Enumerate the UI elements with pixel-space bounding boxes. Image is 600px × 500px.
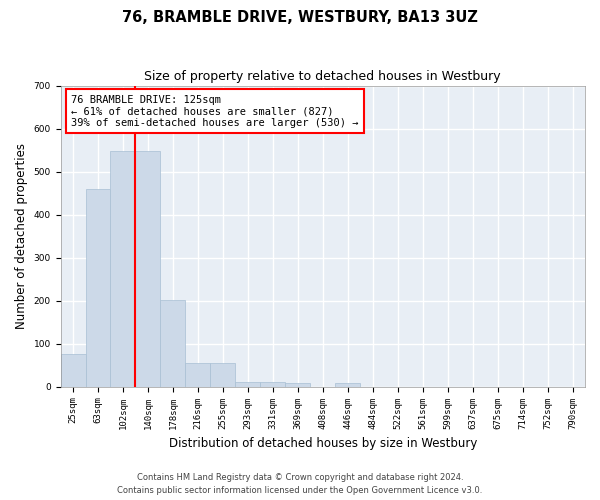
- Bar: [286, 384, 310, 386]
- Text: 76, BRAMBLE DRIVE, WESTBURY, BA13 3UZ: 76, BRAMBLE DRIVE, WESTBURY, BA13 3UZ: [122, 10, 478, 25]
- Text: Contains HM Land Registry data © Crown copyright and database right 2024.
Contai: Contains HM Land Registry data © Crown c…: [118, 474, 482, 495]
- Text: 76 BRAMBLE DRIVE: 125sqm
← 61% of detached houses are smaller (827)
39% of semi-: 76 BRAMBLE DRIVE: 125sqm ← 61% of detach…: [71, 94, 359, 128]
- Bar: [160, 300, 185, 386]
- Y-axis label: Number of detached properties: Number of detached properties: [15, 143, 28, 329]
- Title: Size of property relative to detached houses in Westbury: Size of property relative to detached ho…: [145, 70, 501, 83]
- Bar: [260, 382, 286, 386]
- X-axis label: Distribution of detached houses by size in Westbury: Distribution of detached houses by size …: [169, 437, 477, 450]
- Bar: [235, 382, 260, 386]
- Bar: [61, 354, 86, 386]
- Bar: [86, 189, 110, 386]
- Bar: [110, 151, 136, 386]
- Bar: [211, 363, 235, 386]
- Bar: [185, 363, 211, 386]
- Bar: [335, 384, 360, 386]
- Bar: [136, 151, 160, 386]
